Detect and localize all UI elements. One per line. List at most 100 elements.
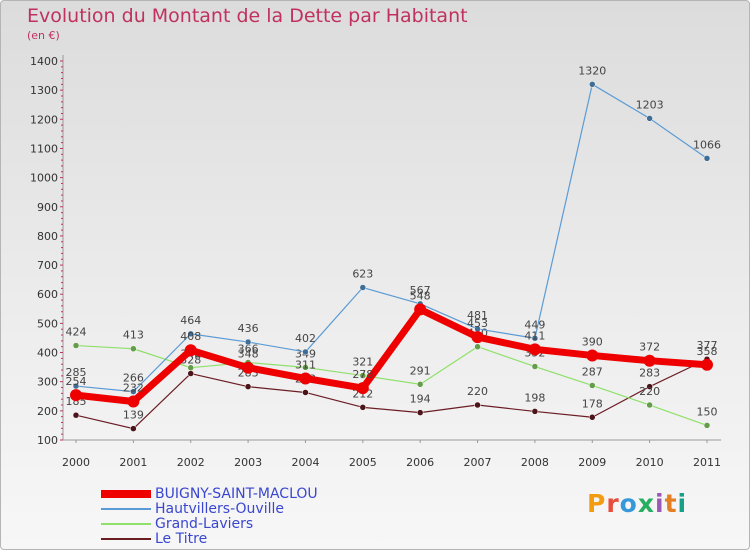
- data-point-grand-laviers: [531, 363, 539, 370]
- data-point-buigny-saint-maclou: [643, 354, 656, 367]
- x-tick-label: 2001: [119, 456, 147, 469]
- data-point-hautvillers-ouville: [703, 155, 711, 162]
- data-label-le-titre: 220: [467, 385, 488, 398]
- legend-swatch-grand-laviers: [101, 523, 151, 525]
- data-point-buigny-saint-maclou: [299, 372, 312, 385]
- x-tick-label: 2007: [464, 456, 492, 469]
- logo-letter: r: [606, 489, 620, 518]
- series-line-grand-laviers: [75, 344, 708, 427]
- chart-title: Evolution du Montant de la Dette par Hab…: [27, 5, 468, 27]
- data-point-le-titre: [72, 411, 80, 419]
- x-tick-label: 2002: [177, 456, 205, 469]
- y-tick-label: 1300: [30, 84, 58, 97]
- data-point-buigny-saint-maclou: [70, 389, 82, 402]
- data-point-grand-laviers: [359, 372, 367, 379]
- x-tick-label: 2010: [636, 456, 664, 469]
- data-label-buigny-saint-maclou: 372: [639, 341, 660, 354]
- legend-label-le-titre: Le Titre: [155, 531, 208, 547]
- x-tick-label: 2006: [406, 456, 434, 469]
- y-tick-label: 700: [37, 259, 58, 272]
- data-point-le-titre: [589, 414, 596, 421]
- logo-letter: i: [677, 489, 688, 518]
- data-point-grand-laviers: [302, 364, 309, 371]
- data-label-le-titre: 283: [639, 367, 660, 380]
- y-tick-label: 1400: [30, 55, 58, 68]
- data-point-le-titre: [244, 383, 252, 390]
- series-line-hautvillers-ouville: [75, 83, 708, 393]
- chart-subtitle: (en €): [27, 29, 60, 42]
- data-point-buigny-saint-maclou: [528, 343, 541, 356]
- data-label-hautvillers-ouville: 285: [66, 366, 87, 379]
- data-point-buigny-saint-maclou: [242, 361, 255, 374]
- logo-letter: x: [637, 489, 655, 518]
- legend-swatch-le-titre: [101, 538, 151, 540]
- y-tick-label: 600: [37, 288, 58, 301]
- data-point-grand-laviers: [187, 364, 194, 371]
- x-tick-label: 2003: [234, 456, 262, 469]
- data-label-hautvillers-ouville: 481: [467, 309, 488, 322]
- data-label-grand-laviers: 424: [66, 326, 87, 339]
- legend-swatch-hautvillers-ouville: [101, 508, 151, 510]
- data-point-le-titre: [474, 401, 481, 409]
- data-label-grand-laviers: 291: [410, 364, 431, 377]
- data-label-le-titre: 194: [410, 393, 431, 406]
- data-point-grand-laviers: [589, 382, 596, 389]
- data-point-buigny-saint-maclou: [356, 382, 369, 395]
- data-label-le-titre: 139: [123, 409, 144, 422]
- data-point-grand-laviers: [646, 401, 653, 409]
- data-label-buigny-saint-maclou: 254: [66, 375, 87, 388]
- legend-label-buigny-saint-maclou: BUIGNY-SAINT-MACLOU: [155, 486, 318, 502]
- legend-label-hautvillers-ouville: Hautvillers-Ouville: [155, 501, 284, 517]
- data-point-le-titre: [187, 370, 194, 377]
- logo-letter: o: [619, 489, 638, 518]
- legend-label-grand-laviers: Grand-Laviers: [155, 516, 254, 532]
- data-label-grand-laviers: 220: [639, 385, 660, 398]
- data-label-grand-laviers: 287: [582, 365, 603, 378]
- data-label-buigny-saint-maclou: 548: [410, 289, 431, 302]
- data-label-hautvillers-ouville: 266: [123, 372, 144, 385]
- data-label-buigny-saint-maclou: 358: [697, 345, 718, 358]
- data-label-buigny-saint-maclou: 453: [467, 317, 488, 330]
- data-point-hautvillers-ouville: [187, 330, 194, 338]
- data-label-buigny-saint-maclou: 232: [123, 382, 144, 395]
- data-point-hautvillers-ouville: [359, 284, 367, 291]
- data-label-hautvillers-ouville: 567: [410, 284, 431, 297]
- data-label-le-titre: 178: [582, 397, 603, 410]
- data-point-hautvillers-ouville: [531, 335, 539, 342]
- x-tick-label: 2011: [693, 456, 721, 469]
- data-point-grand-laviers: [72, 342, 80, 349]
- data-point-hautvillers-ouville: [589, 81, 596, 88]
- data-point-buigny-saint-maclou: [701, 358, 713, 371]
- data-label-buigny-saint-maclou: 348: [238, 348, 259, 361]
- y-tick-label: 900: [37, 201, 58, 214]
- y-tick-label: 100: [37, 434, 58, 447]
- x-tick-label: 2004: [291, 456, 319, 469]
- data-label-le-titre: 198: [524, 391, 545, 404]
- logo-letter: t: [664, 489, 678, 518]
- data-point-buigny-saint-maclou: [184, 344, 197, 357]
- data-label-buigny-saint-maclou: 311: [295, 358, 316, 371]
- data-point-hautvillers-ouville: [72, 382, 80, 390]
- y-tick-label: 400: [37, 347, 58, 360]
- series-line-buigny-saint-maclou: [72, 305, 711, 406]
- data-point-le-titre: [416, 409, 424, 416]
- data-point-buigny-saint-maclou: [414, 303, 427, 316]
- y-tick-label: 1200: [30, 113, 58, 126]
- data-label-buigny-saint-maclou: 278: [352, 368, 373, 381]
- data-label-grand-laviers: 413: [123, 329, 144, 342]
- data-point-buigny-saint-maclou: [471, 331, 484, 344]
- data-point-le-titre: [359, 404, 367, 411]
- data-point-grand-laviers: [416, 381, 424, 388]
- data-point-hautvillers-ouville: [302, 348, 309, 356]
- data-label-hautvillers-ouville: 464: [180, 314, 201, 327]
- x-tick-label: 2000: [62, 456, 90, 469]
- data-point-le-titre: [531, 408, 539, 415]
- data-point-le-titre: [302, 389, 309, 396]
- y-tick-label: 1100: [30, 142, 58, 155]
- data-label-hautvillers-ouville: 1066: [693, 138, 721, 151]
- data-label-hautvillers-ouville: 449: [524, 318, 545, 331]
- logo-letter: P: [587, 489, 607, 518]
- data-label-le-titre: 377: [697, 339, 718, 352]
